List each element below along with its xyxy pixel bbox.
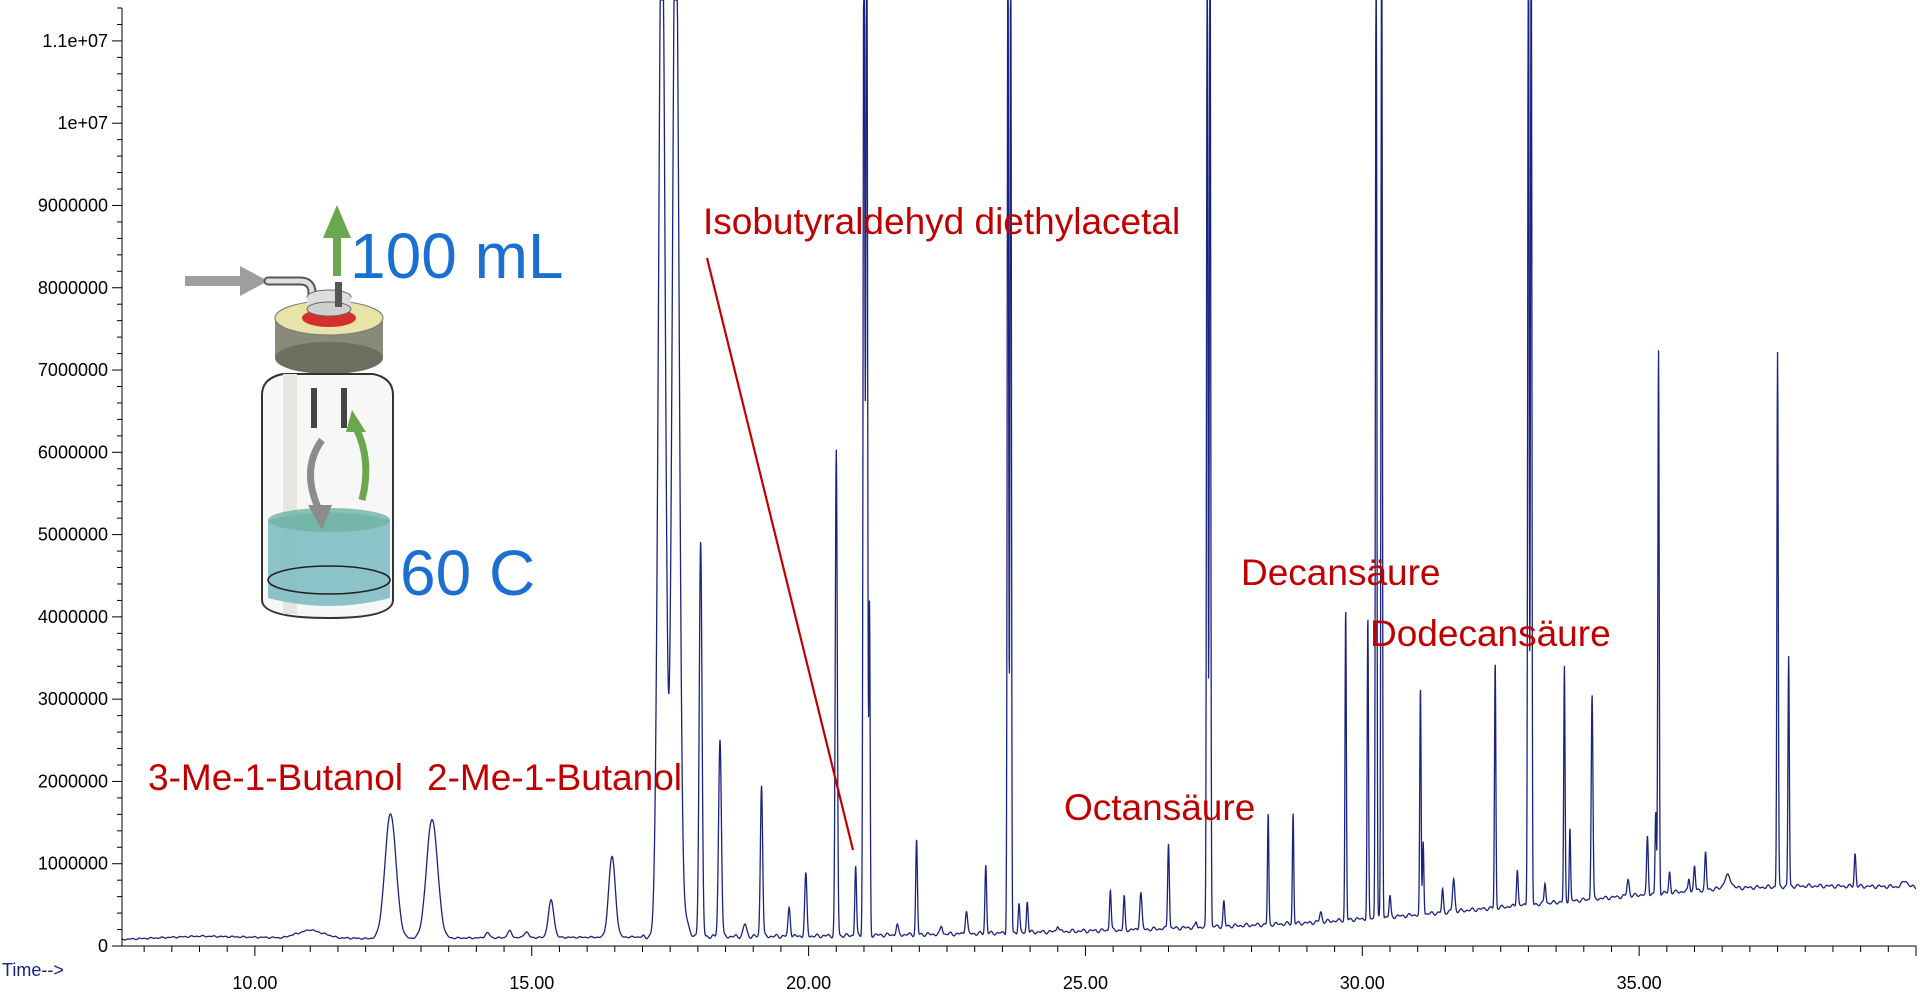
outlet-arrow-icon <box>323 205 351 276</box>
circulation-arrow-icon <box>307 437 325 514</box>
flow-label: 100 mL <box>350 220 563 292</box>
x-tick-label: 25.00 <box>1063 973 1108 993</box>
x-tick-label: 35.00 <box>1617 973 1662 993</box>
y-tick-label: 7000000 <box>38 360 108 380</box>
annotation-3-me-1-butanol: 3-Me-1-Butanol <box>148 757 403 798</box>
y-tick-label: 3000000 <box>38 689 108 709</box>
annotation-octansaeure: Octansäure <box>1064 787 1255 828</box>
annotation-2-me-1-butanol: 2-Me-1-Butanol <box>427 757 682 798</box>
y-tick-label: 2000000 <box>38 771 108 791</box>
annotation-pointer-line <box>705 257 855 851</box>
y-tick-label: 8000000 <box>38 278 108 298</box>
vial-body-icon <box>261 373 394 620</box>
y-tick-label: 1e+07 <box>57 113 108 133</box>
y-tick-label: 0 <box>98 936 108 956</box>
x-tick-label: 20.00 <box>786 973 831 993</box>
chromatogram-trace <box>121 0 1917 941</box>
y-tick-label: 1.1e+07 <box>42 31 108 51</box>
y-tick-label: 5000000 <box>38 525 108 545</box>
x-axis-ticks: 10.00 15.00 20.00 25.00 30.00 35.00 <box>143 946 1917 993</box>
y-tick-label: 9000000 <box>38 195 108 215</box>
x-tick-label: 30.00 <box>1340 973 1385 993</box>
x-axis-label: Time--> <box>2 960 64 980</box>
annotation-decansaeure: Decansäure <box>1241 552 1441 593</box>
y-tick-label: 6000000 <box>38 442 108 462</box>
headspace-arrow-icon <box>352 426 370 501</box>
annotation-dodecansaeure: Dodecansäure <box>1370 613 1611 654</box>
y-tick-label: 4000000 <box>38 607 108 627</box>
annotation-isobutyraldehyd-diethylacetal: Isobutyraldehyd diethylacetal <box>703 201 1180 242</box>
x-tick-label: 15.00 <box>509 973 554 993</box>
y-tick-label: 1000000 <box>38 854 108 874</box>
temperature-label: 60 C <box>400 537 535 609</box>
vial-illustration: 100 mL 60 C <box>185 205 563 620</box>
inlet-arrow-icon <box>185 266 268 296</box>
y-axis-ticks: 0 1000000 2000000 3000000 4000000 5000000 6000… <box>38 7 122 956</box>
vial-cap-icon <box>274 282 384 374</box>
x-tick-label: 10.00 <box>232 973 277 993</box>
